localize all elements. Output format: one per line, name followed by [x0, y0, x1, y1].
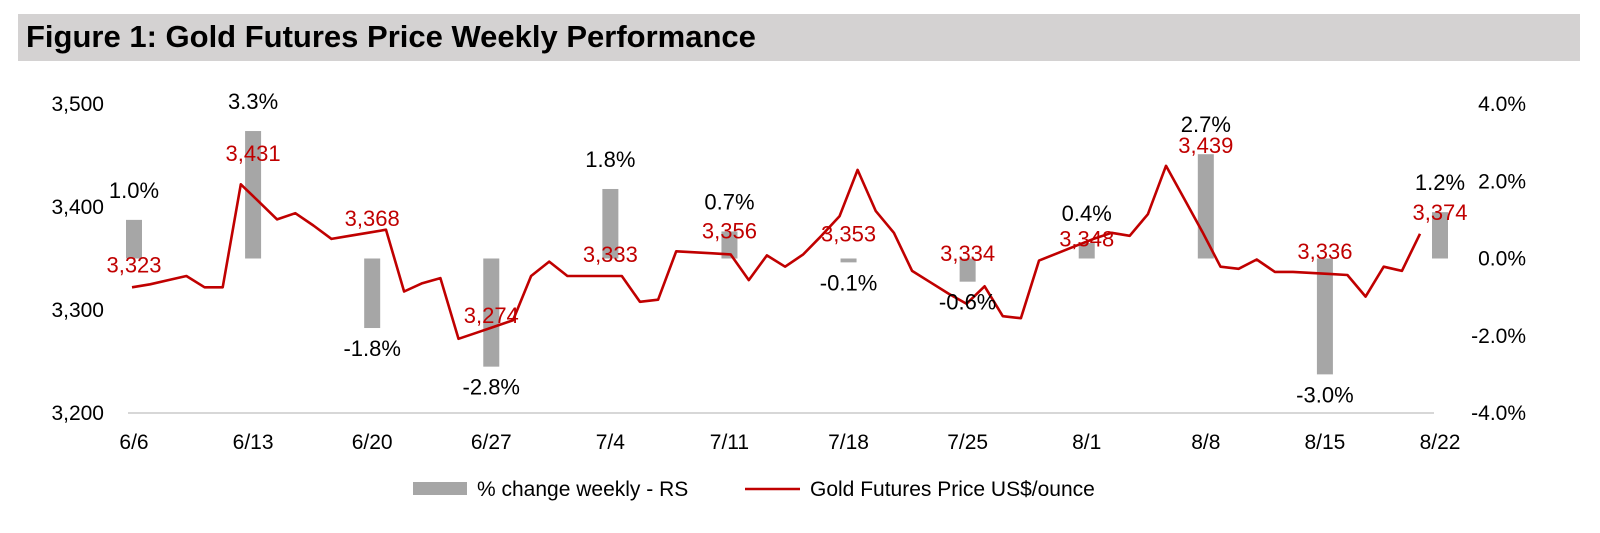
legend-bar-label: % change weekly - RS — [477, 478, 688, 501]
pct-change-label: 0.7% — [704, 189, 754, 214]
pct-change-label: -1.8% — [343, 336, 400, 361]
weekly-close-price-label: 3,431 — [226, 141, 281, 166]
pct-change-label: 1.8% — [585, 147, 635, 172]
right-axis-tick-label: -4.0% — [1471, 402, 1526, 425]
pct-change-label: 2.7% — [1181, 112, 1231, 137]
x-axis-tick-label: 7/4 — [596, 431, 626, 454]
weekly-close-price-label: 3,439 — [1178, 133, 1233, 158]
right-axis-tick-label: 4.0% — [1478, 93, 1526, 116]
pct-change-label: -3.0% — [1296, 382, 1353, 407]
right-axis-tick-label: 0.0% — [1478, 248, 1526, 271]
pct-change-bar — [959, 258, 976, 282]
weekly-close-price-label: 3,334 — [940, 241, 995, 266]
pct-change-bar — [721, 231, 738, 259]
x-axis-tick-label: 6/27 — [471, 431, 512, 454]
legend: % change weekly - RS Gold Futures Price U… — [413, 478, 1095, 501]
x-axis-tick-label: 6/13 — [233, 431, 274, 454]
x-axis-tick-label: 6/20 — [352, 431, 393, 454]
chart-title: Figure 1: Gold Futures Price Weekly Perf… — [26, 19, 756, 54]
pct-change-label: 1.2% — [1415, 170, 1465, 195]
x-axis-tick-label: 7/25 — [947, 431, 988, 454]
left-axis-tick-label: 3,300 — [51, 299, 104, 322]
x-axis-tick-label: 8/15 — [1304, 431, 1345, 454]
pct-change-bar — [126, 219, 142, 259]
x-axis-tick-label: 7/11 — [710, 431, 749, 454]
pct-change-bar — [1078, 243, 1095, 259]
weekly-close-price-label: 3,374 — [1412, 200, 1467, 225]
x-axis-tick-label: 8/1 — [1072, 431, 1101, 454]
legend-bar-swatch — [413, 482, 467, 495]
x-axis-tick-label: 8/8 — [1191, 431, 1220, 454]
weekly-close-price-label: 3,356 — [702, 218, 757, 243]
pct-change-label: 3.3% — [228, 89, 278, 114]
pct-change-bar — [364, 258, 381, 329]
weekly-close-price-label: 3,323 — [106, 252, 161, 277]
pct-change-label: 0.4% — [1062, 201, 1112, 226]
left-axis-tick-label: 3,500 — [51, 93, 104, 116]
x-axis-tick-label: 8/22 — [1420, 431, 1461, 454]
pct-change-bar — [483, 258, 500, 367]
pct-change-label: -0.6% — [939, 290, 996, 315]
weekly-close-price-label: 3,274 — [464, 303, 519, 328]
weekly-close-price-label: 3,336 — [1297, 239, 1352, 264]
axis-layer: 3,200 3,300 3,400 3,500 -4.0% -2.0% 0.0% 2.0% 4.… — [51, 93, 1526, 454]
right-axis-tick-label: -2.0% — [1471, 325, 1526, 348]
left-axis-tick-label: 3,400 — [51, 196, 104, 219]
title-bar: Figure 1: Gold Futures Price Weekly Perf… — [18, 14, 1580, 61]
weekly-close-price-label: 3,353 — [821, 221, 876, 246]
gold-price-line — [131, 164, 1422, 341]
x-axis-tick-label: 7/18 — [828, 431, 869, 454]
weekly-close-price-label: 3,348 — [1059, 227, 1114, 252]
pct-change-label: -0.1% — [820, 270, 877, 295]
data-labels: 1.0% 3.3% -1.8% -2.8% 1.8% 0.7% -0.1% -0.6% 0.4%… — [106, 89, 1467, 407]
pct-change-bar — [840, 258, 857, 263]
pct-change-bar — [1432, 212, 1448, 259]
pct-change-label: 1.0% — [109, 178, 159, 203]
pct-change-bar — [602, 188, 619, 259]
left-axis-tick-label: 3,200 — [51, 402, 104, 425]
pct-change-bar — [1197, 154, 1214, 259]
weekly-close-price-label: 3,333 — [583, 242, 638, 267]
price-line-series — [131, 164, 1422, 341]
bar-series — [126, 131, 1448, 375]
pct-change-bar — [1316, 258, 1333, 375]
x-axis-tick-label: 6/6 — [119, 431, 148, 454]
pct-change-label: -2.8% — [463, 375, 520, 400]
weekly-close-price-label: 3,368 — [345, 206, 400, 231]
legend-line-label: Gold Futures Price US$/ounce — [810, 478, 1095, 501]
right-axis-tick-label: 2.0% — [1478, 170, 1526, 193]
